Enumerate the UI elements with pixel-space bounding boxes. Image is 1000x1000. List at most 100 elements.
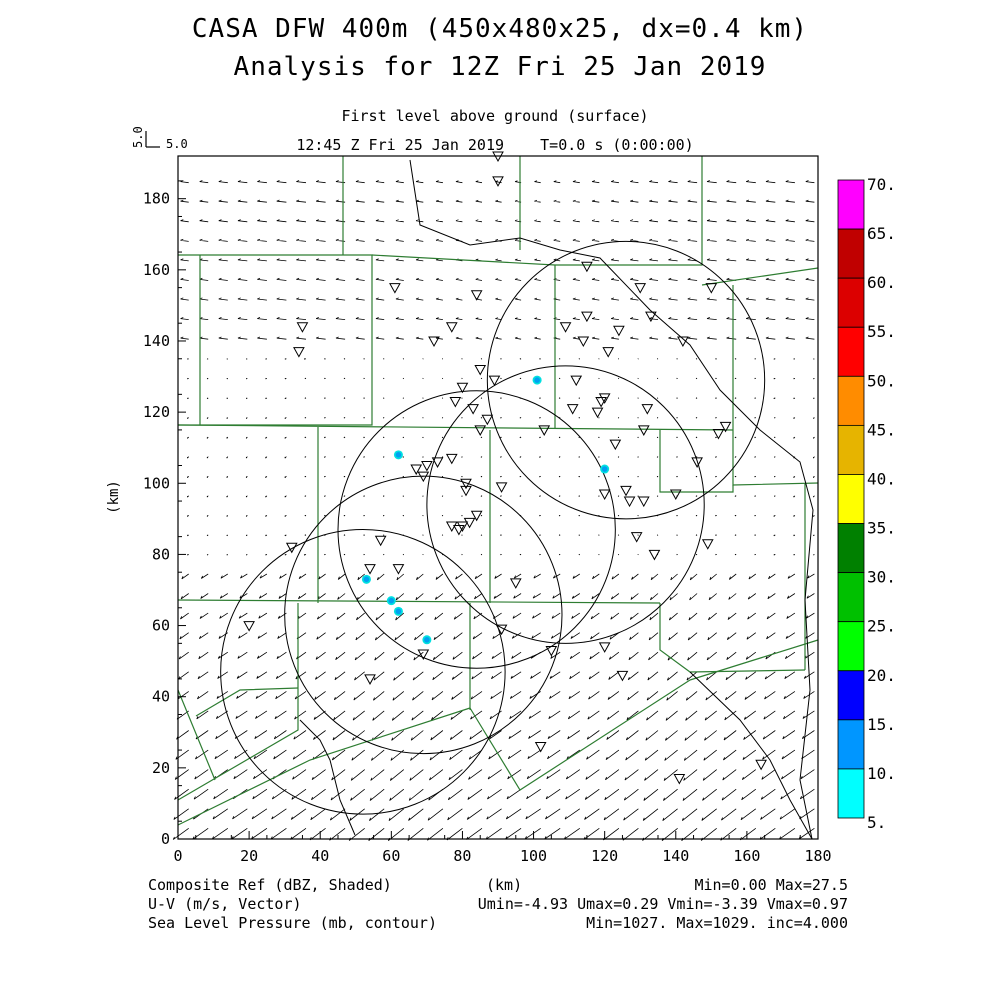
radar-ring bbox=[284, 475, 563, 755]
county-boundary bbox=[689, 639, 819, 681]
station-marker bbox=[421, 460, 433, 472]
chart-title-line2: Analysis for 12Z Fri 25 Jan 2019 bbox=[233, 52, 767, 82]
county-boundary bbox=[701, 267, 819, 286]
station-marker bbox=[630, 532, 643, 543]
station-marker bbox=[460, 478, 472, 490]
colorbar: 70. 65. 60. 55. 50. 45. 40. 35. 30. 25. 20. 15. 10. 5… bbox=[837, 175, 896, 832]
station-marker bbox=[474, 364, 487, 376]
station-marker bbox=[488, 375, 501, 387]
colorbar-swatch bbox=[837, 375, 865, 426]
radar-ring bbox=[220, 529, 506, 815]
colorbar-label: 45. bbox=[867, 420, 896, 439]
station-marker bbox=[470, 290, 483, 301]
station-marker bbox=[591, 407, 604, 419]
station-marker bbox=[598, 489, 611, 500]
station-marker bbox=[570, 375, 583, 387]
colorbar-label: 60. bbox=[867, 273, 896, 292]
vector-key-x-label: 5.0 bbox=[166, 137, 188, 151]
colorbar-label: 20. bbox=[867, 666, 896, 685]
footer-stats-pressure: Min=1027. Max=1029. inc=4.000 bbox=[586, 914, 848, 932]
county-boundary bbox=[659, 603, 806, 673]
station-marker bbox=[598, 393, 611, 404]
colorbar-swatch bbox=[837, 768, 865, 819]
echo-core bbox=[395, 452, 402, 458]
footer-field-wind: U-V (m/s, Vector) bbox=[148, 895, 302, 913]
station-marker bbox=[470, 510, 483, 522]
station-marker bbox=[673, 774, 686, 785]
station-marker bbox=[609, 439, 622, 451]
y-tick-label: 120 bbox=[143, 403, 170, 421]
county-boundary bbox=[177, 599, 661, 604]
axes: 0 20 40 60 80 100 120 140 160 180 0 20 40 60 80 100 120 1… bbox=[106, 180, 832, 865]
station-marker bbox=[285, 542, 298, 554]
county-boundary bbox=[177, 689, 216, 781]
colorbar-label: 10. bbox=[867, 764, 896, 783]
station-marker bbox=[364, 564, 376, 575]
station-marker bbox=[417, 471, 430, 483]
echo-core bbox=[534, 377, 540, 383]
echo-core bbox=[601, 466, 608, 472]
time-subtitle: 12:45 Z Fri 25 Jan 2019 T=0.0 s (0:00:00… bbox=[296, 136, 694, 154]
station-marker bbox=[677, 336, 689, 348]
station-marker bbox=[641, 404, 654, 415]
county-boundaries bbox=[177, 156, 819, 826]
station-marker bbox=[559, 322, 572, 333]
station-marker bbox=[460, 485, 472, 497]
station-marker bbox=[705, 283, 718, 294]
x-tick-label: 20 bbox=[240, 847, 258, 865]
colorbar-swatch bbox=[837, 474, 865, 524]
station-marker bbox=[492, 176, 504, 187]
radar-ring bbox=[337, 390, 616, 669]
colorbar-swatch bbox=[837, 179, 865, 230]
wind-vector-field bbox=[172, 180, 815, 842]
station-marker bbox=[620, 485, 632, 497]
county-boundary bbox=[195, 687, 299, 717]
station-marker bbox=[389, 283, 401, 294]
reflectivity-echoes bbox=[361, 375, 610, 645]
county-boundary bbox=[659, 430, 734, 493]
station-markers bbox=[243, 151, 767, 785]
colorbar-label: 70. bbox=[867, 175, 896, 194]
station-marker bbox=[243, 621, 255, 632]
station-marker bbox=[566, 404, 579, 415]
station-marker bbox=[467, 404, 479, 415]
footer-stats-reflectivity: Min=0.00 Max=27.5 bbox=[694, 876, 848, 894]
county-boundary bbox=[469, 679, 691, 791]
station-marker bbox=[577, 336, 590, 348]
station-marker bbox=[701, 539, 714, 550]
station-marker bbox=[410, 464, 423, 476]
colorbar-swatch bbox=[837, 424, 865, 475]
station-marker bbox=[581, 261, 593, 273]
x-tick-label: 0 bbox=[173, 847, 182, 865]
x-tick-label: 40 bbox=[311, 847, 329, 865]
colorbar-swatch bbox=[837, 326, 865, 377]
vector-key: 5.0 5.0 bbox=[131, 126, 188, 151]
station-marker bbox=[374, 535, 387, 547]
station-marker bbox=[719, 421, 732, 433]
station-marker bbox=[637, 425, 650, 436]
colorbar-label: 25. bbox=[867, 617, 896, 636]
station-marker bbox=[417, 649, 430, 661]
station-marker bbox=[598, 642, 611, 653]
outline-contour bbox=[299, 719, 356, 836]
colorbar-label: 50. bbox=[867, 371, 896, 390]
colorbar-label: 65. bbox=[867, 224, 896, 243]
y-tick-label: 20 bbox=[152, 759, 170, 777]
station-marker bbox=[431, 457, 444, 468]
radar-ring bbox=[426, 365, 705, 644]
station-marker bbox=[637, 496, 650, 508]
station-marker bbox=[691, 457, 703, 468]
colorbar-swatch bbox=[837, 228, 865, 279]
station-marker bbox=[481, 414, 494, 426]
station-marker bbox=[616, 670, 629, 682]
outline-contour bbox=[409, 159, 814, 840]
echo-core bbox=[424, 636, 430, 643]
level-subtitle: First level above ground (surface) bbox=[341, 107, 649, 125]
y-tick-label: 60 bbox=[152, 617, 170, 635]
colorbar-label: 30. bbox=[867, 568, 896, 587]
station-marker bbox=[669, 489, 682, 500]
station-marker bbox=[534, 742, 547, 753]
x-tick-label: 180 bbox=[804, 847, 831, 865]
radar-range-rings bbox=[220, 240, 766, 815]
